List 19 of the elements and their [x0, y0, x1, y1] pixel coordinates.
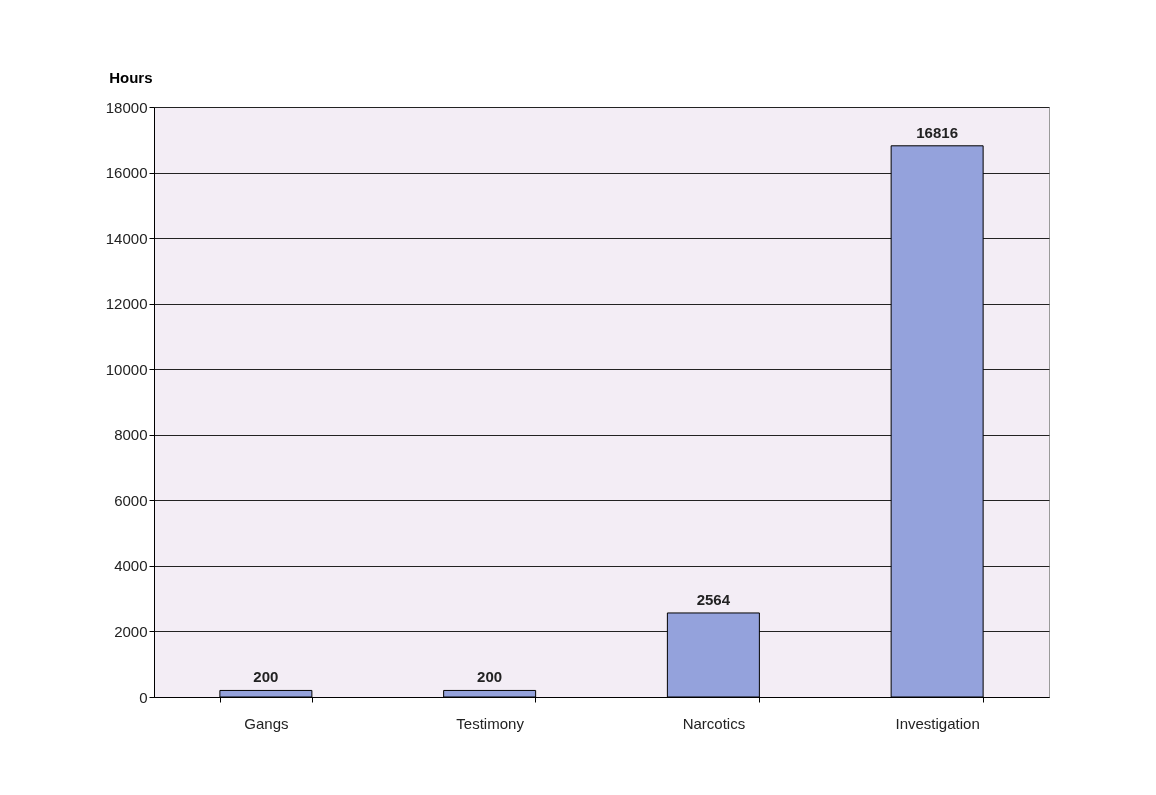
y-tick-label: 6000 — [114, 491, 148, 509]
y-tick-label: 10000 — [105, 360, 148, 378]
y-tick-label: 8000 — [114, 426, 148, 444]
data-label: 2564 — [696, 590, 731, 608]
data-label: 200 — [477, 668, 503, 686]
y-tick-label: 14000 — [105, 229, 148, 247]
y-tick-label: 16000 — [105, 164, 148, 182]
y-tick-label: 18000 — [105, 98, 148, 116]
x-tick-label: Testimony — [456, 714, 525, 732]
data-label: 200 — [253, 668, 279, 686]
y-tick-label: 4000 — [114, 557, 148, 575]
x-tick-label: Gangs — [244, 714, 289, 732]
y-tick-label: 0 — [139, 688, 148, 706]
y-axis-title: Hours — [109, 68, 153, 86]
x-tick-label: Narcotics — [682, 714, 746, 732]
y-tick-label: 12000 — [105, 295, 148, 313]
y-tick-label: 2000 — [114, 622, 148, 640]
x-tick-label: Investigation — [895, 714, 980, 732]
data-label: 16816 — [916, 123, 958, 141]
